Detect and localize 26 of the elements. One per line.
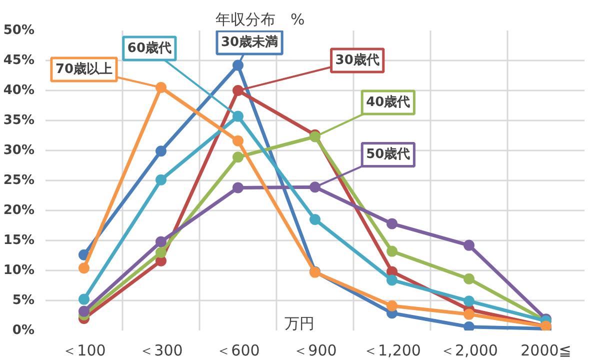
x-tick-label: 2000≦ — [520, 342, 572, 360]
y-tick-label: 50% — [3, 23, 35, 38]
y-tick-label: 10% — [3, 263, 35, 278]
x-axis-title: 万円 — [284, 314, 315, 332]
x-tick-label: ＜300 — [139, 342, 183, 360]
y-tick-label: 40% — [3, 83, 35, 98]
text: 60歳代 — [127, 41, 172, 56]
y-tick-label: 0% — [12, 323, 35, 338]
text: 40歳代 — [366, 95, 410, 110]
y-tick-label: 25% — [3, 173, 35, 188]
y-tick-label: 45% — [3, 53, 35, 68]
y-tick-label: 30% — [3, 143, 35, 158]
text: 70歳以上 — [55, 62, 113, 77]
x-tick-label: ＜1,200 — [363, 342, 421, 360]
x-tick-label: ＜2,000 — [440, 342, 498, 360]
y-tick-label: 35% — [3, 113, 35, 128]
x-tick-label: ＜900 — [293, 342, 337, 360]
chart-title: 年収分布 % — [216, 10, 305, 28]
y-tick-label: 15% — [3, 233, 35, 248]
text: 50歳代 — [366, 147, 410, 162]
x-tick-label: ＜100 — [62, 342, 106, 360]
text: 30歳代 — [335, 53, 380, 68]
y-tick-label: 5% — [12, 293, 35, 308]
y-tick-label: 20% — [3, 203, 35, 218]
x-tick-label: ＜600 — [216, 342, 260, 360]
series-label: 30歳未満 — [221, 35, 278, 50]
